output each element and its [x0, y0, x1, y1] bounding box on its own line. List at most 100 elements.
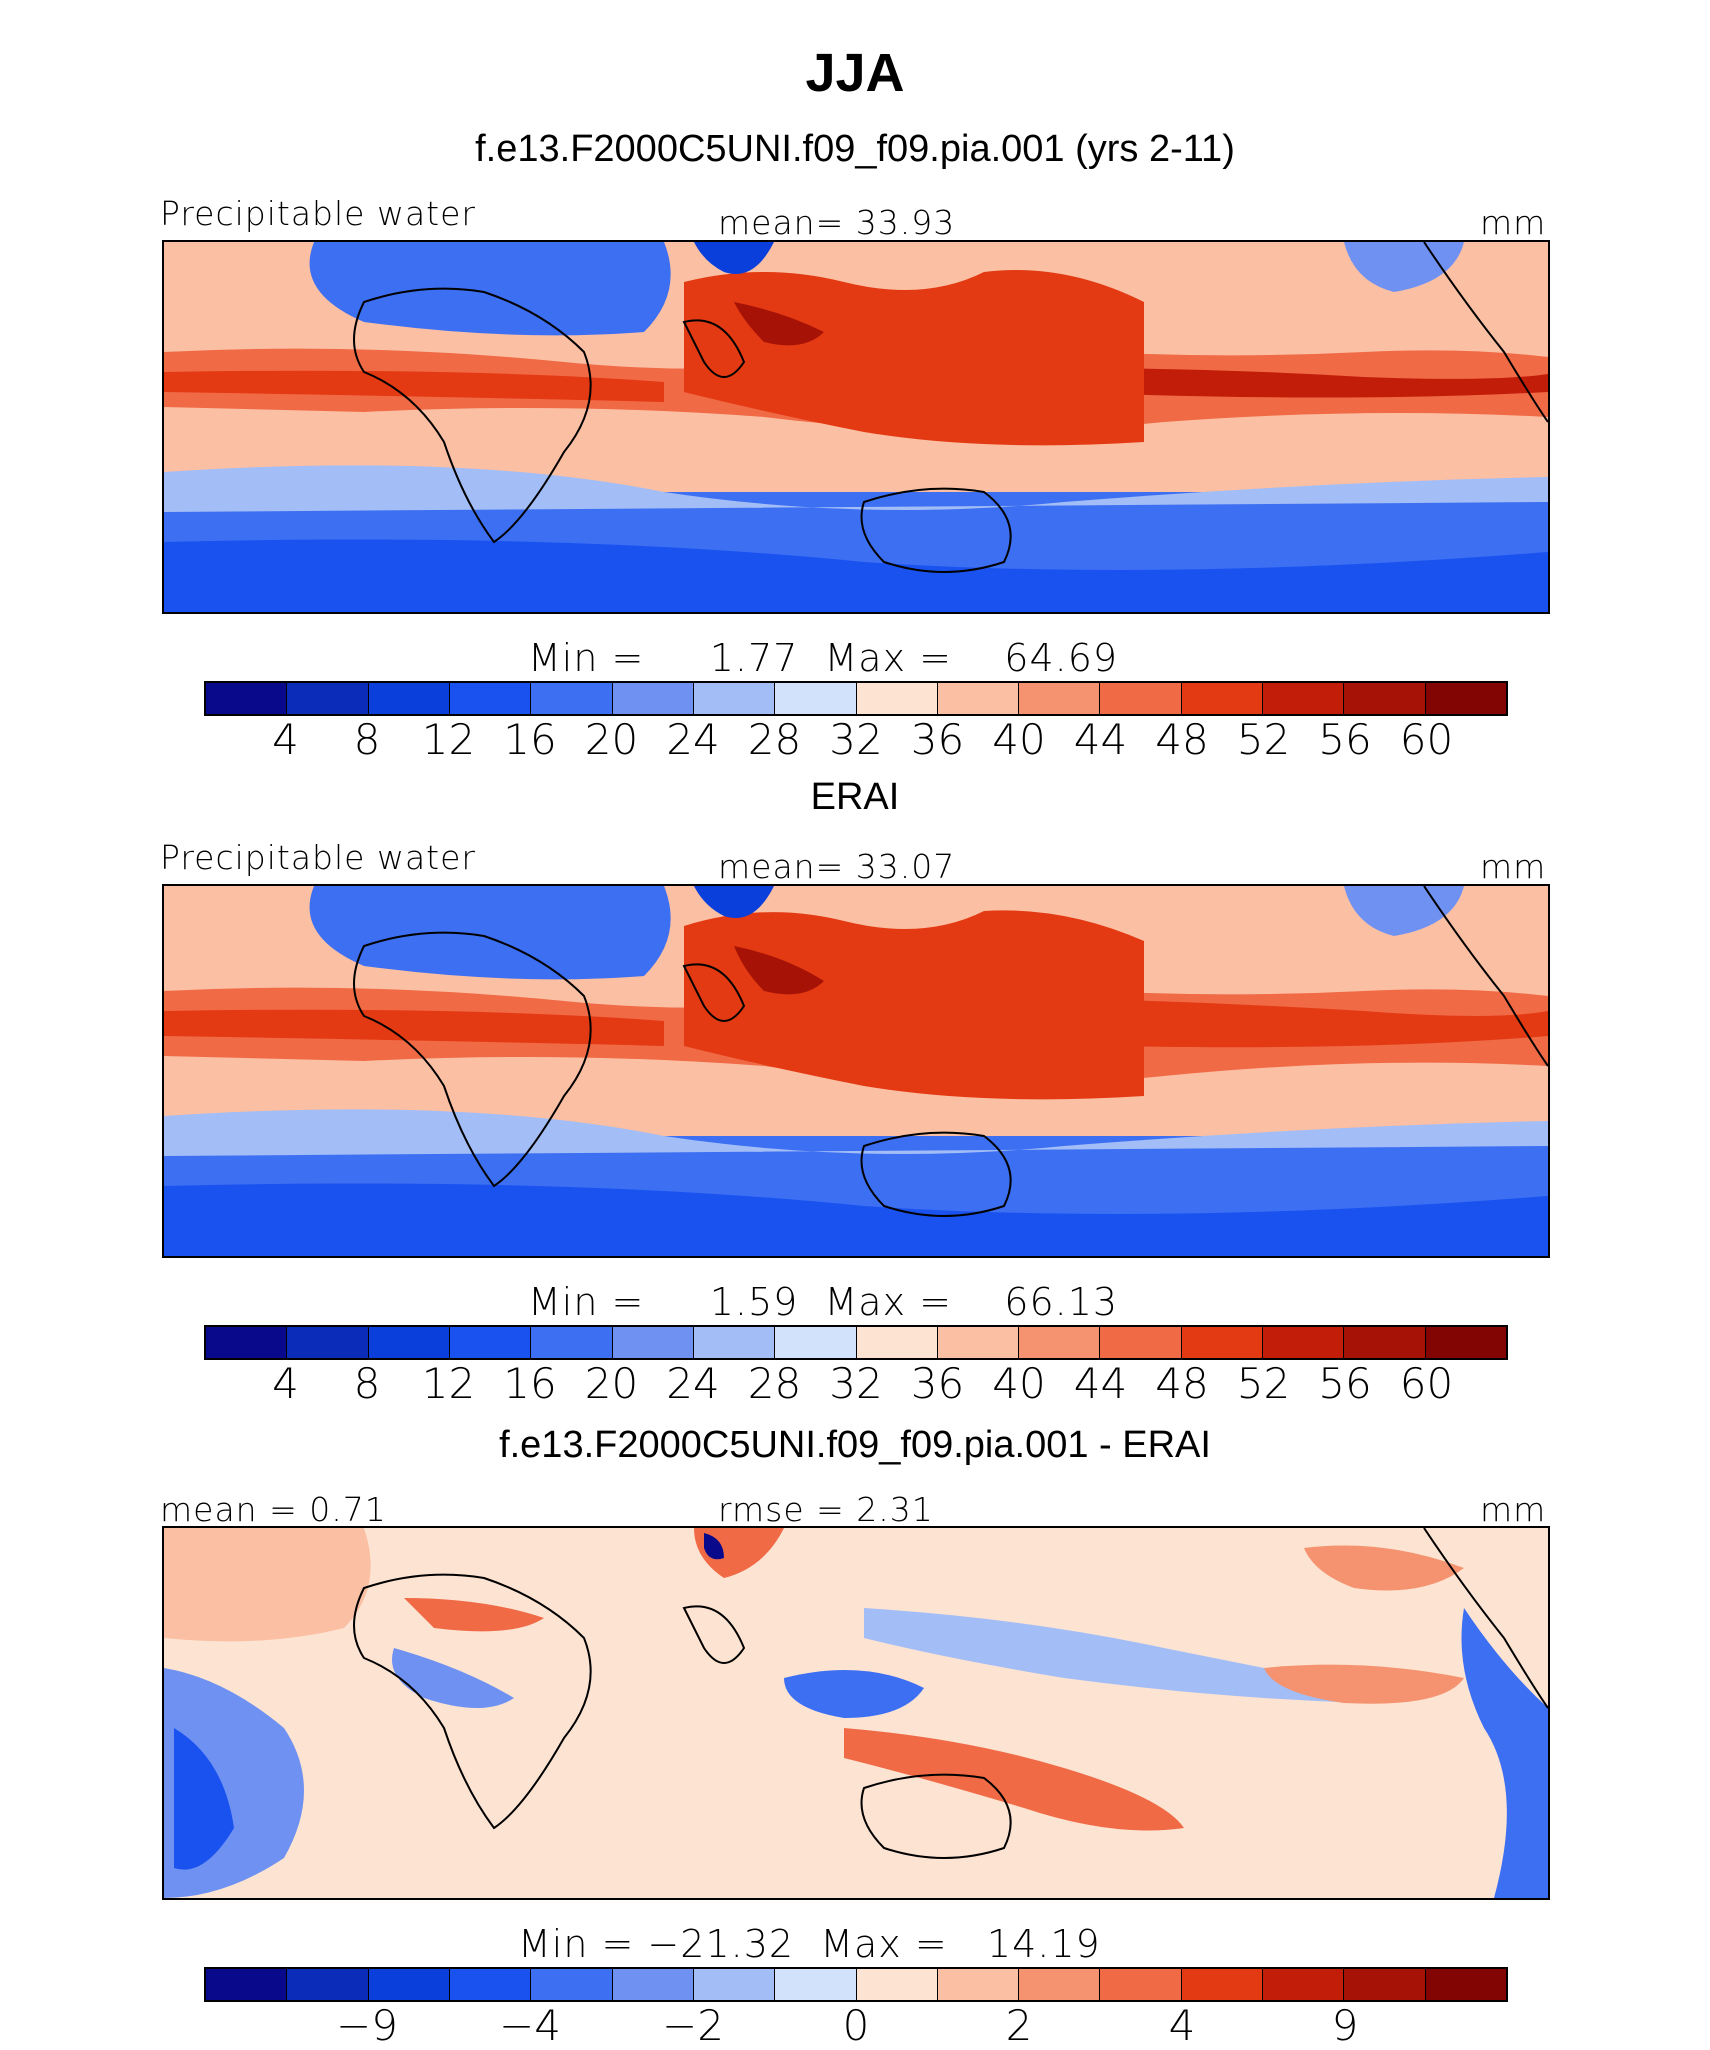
panel-2-map-svg — [164, 886, 1548, 1256]
colorbar-swatch — [1100, 1327, 1182, 1358]
panel-3-mean-label: mean = 0.71 — [160, 1490, 387, 1529]
colorbar-swatch — [1019, 1327, 1101, 1358]
spcz-positive — [844, 1728, 1184, 1831]
tibet-dry — [694, 242, 774, 274]
colorbar-tick-label: 32 — [829, 715, 883, 764]
sahel-anomaly — [404, 1598, 544, 1632]
colorbar-tick-label: 56 — [1318, 715, 1372, 764]
colorbar-swatch — [612, 683, 694, 714]
colorbar-swatch — [206, 1327, 288, 1358]
panel-1-colorbar — [204, 681, 1508, 716]
asian-monsoon — [684, 910, 1144, 1100]
colorbar-swatch — [856, 1327, 938, 1358]
colorbar-tick-label: 4 — [272, 1359, 299, 1408]
colorbar-tick-label: 8 — [353, 715, 381, 764]
tibet-dry — [694, 886, 774, 918]
panel-3-colorbar-ticks: −9 −4 −2 0 2 4 9 — [204, 2001, 1508, 2050]
colorbar-swatch — [937, 1969, 1020, 2000]
colorbar-swatch — [206, 1969, 288, 2000]
panel-2-units: mm — [1480, 847, 1547, 886]
colorbar-tick-label: 12 — [421, 1359, 476, 1408]
colorbar-swatch — [449, 1327, 532, 1358]
panel-1-left-label: Precipitable water — [160, 194, 476, 233]
africa-outline — [353, 931, 592, 1188]
colorbar-tick-label: 20 — [584, 1359, 639, 1408]
colorbar-swatch — [1181, 683, 1264, 714]
americas-outline — [1423, 242, 1548, 423]
south-america-core — [174, 1728, 234, 1870]
colorbar-tick-label: 48 — [1155, 715, 1209, 764]
pacific-negative-band — [864, 1608, 1364, 1703]
colorbar-tick-label: 36 — [910, 1359, 965, 1408]
sahara-dry — [309, 886, 671, 980]
panel-3-min-max: Min = −21.32 Max = 14.19 — [518, 1922, 1101, 1966]
panel-1-colorbar-ticks: 4 8 12 16 20 24 28 32 36 40 44 48 52 56 60 — [204, 715, 1508, 765]
panel-2-left-label: Precipitable water — [160, 838, 476, 877]
colorbar-tick-label: 40 — [992, 715, 1046, 764]
colorbar-swatch — [693, 1327, 776, 1358]
panel-1-map-svg — [164, 242, 1548, 612]
colorbar-swatch — [206, 683, 288, 714]
colorbar-swatch — [1100, 683, 1182, 714]
africa-itcz-core — [164, 1009, 664, 1046]
colorbar-swatch — [1344, 1969, 1426, 2000]
subtropic-band — [164, 1109, 1548, 1156]
colorbar-swatch — [775, 1327, 857, 1358]
colorbar-swatch — [775, 1969, 857, 2000]
colorbar-tick-label: 36 — [910, 715, 965, 764]
colorbar-swatch — [287, 683, 369, 714]
colorbar-tick-label: 2 — [1005, 2001, 1033, 2050]
panel-2-mean-label: mean= 33.07 — [718, 847, 956, 886]
colorbar-tick-label: 16 — [503, 1359, 557, 1408]
australia-outline — [860, 1131, 1012, 1217]
colorbar-tick-label: 60 — [1399, 715, 1454, 764]
colorbar-swatch — [368, 1969, 450, 2000]
colorbar-tick-label: −2 — [662, 2001, 724, 2050]
colorbar-swatch — [287, 1969, 369, 2000]
colorbar-swatch — [368, 683, 450, 714]
panel-3-colorbar — [204, 1967, 1508, 2002]
east-pacific-positive — [1264, 1664, 1464, 1704]
colorbar-swatch — [1181, 1327, 1264, 1358]
colorbar-swatch — [449, 683, 532, 714]
figure-title: JJA — [805, 43, 905, 103]
colorbar-swatch — [937, 683, 1020, 714]
colorbar-swatch — [1425, 1969, 1506, 2000]
north-pacific-dry — [1344, 242, 1464, 292]
colorbar-swatch — [449, 1969, 532, 2000]
colorbar-swatch — [531, 683, 613, 714]
panel-3-map-svg — [164, 1528, 1548, 1898]
panel-2-colorbar — [204, 1325, 1508, 1360]
panel-1-min-max: Min = 1.77 Max = 64.69 — [528, 636, 1119, 680]
colorbar-swatch — [1344, 1327, 1426, 1358]
southern-low-band — [164, 539, 1548, 612]
colorbar-swatch — [287, 1327, 369, 1358]
colorbar-tick-label: 9 — [1331, 2001, 1359, 2050]
asian-monsoon — [684, 270, 1144, 446]
tibet-core — [704, 1533, 724, 1560]
colorbar-tick-label: 28 — [747, 715, 802, 764]
southern-low-band — [164, 1183, 1548, 1256]
panel-1-mean-label: mean= 33.93 — [718, 203, 956, 242]
africa-itcz-core — [164, 370, 664, 402]
colorbar-tick-label: 56 — [1318, 1359, 1372, 1408]
colorbar-swatch — [1263, 1969, 1345, 2000]
australia-outline — [860, 1773, 1012, 1859]
india-outline — [682, 319, 746, 378]
colorbar-swatch — [856, 1969, 938, 2000]
colorbar-swatch — [1425, 1327, 1506, 1358]
north-pacific-positive — [1304, 1545, 1464, 1591]
north-pacific-dry — [1344, 886, 1464, 936]
central-africa-anomaly — [392, 1648, 514, 1708]
colorbar-swatch — [775, 683, 857, 714]
colorbar-swatch — [1263, 1327, 1345, 1358]
colorbar-tick-label: 40 — [992, 1359, 1046, 1408]
colorbar-tick-label: 52 — [1236, 715, 1291, 764]
sahara-dry — [309, 242, 671, 336]
colorbar-tick-label: 20 — [584, 715, 639, 764]
colorbar-tick-label: 44 — [1073, 1359, 1128, 1408]
colorbar-tick-label: 44 — [1073, 715, 1128, 764]
colorbar-tick-label: 24 — [666, 715, 720, 764]
india-outline — [682, 1605, 746, 1664]
colorbar-swatch — [1263, 683, 1345, 714]
